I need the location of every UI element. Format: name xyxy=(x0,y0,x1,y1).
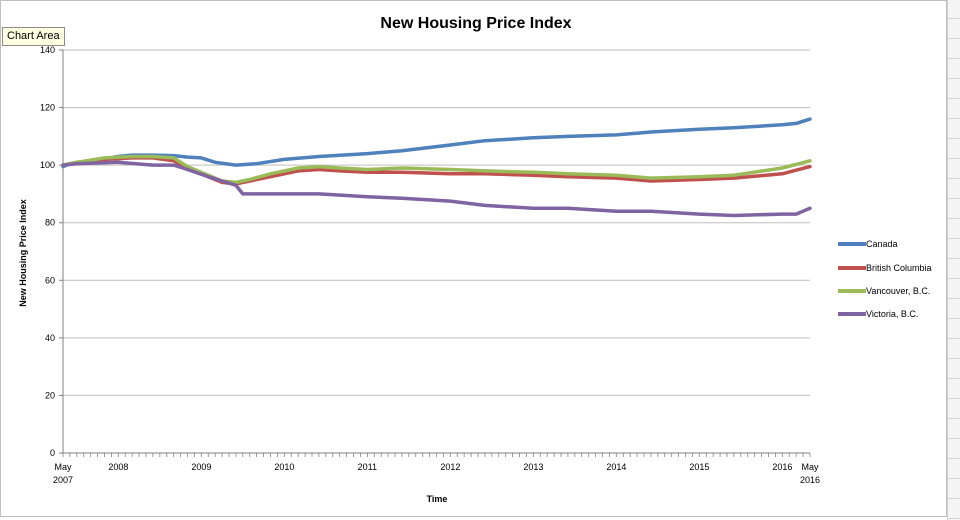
sheet-row-line xyxy=(948,18,960,19)
y-tick-label: 80 xyxy=(45,218,55,228)
sheet-row-line xyxy=(948,78,960,79)
series-line-3[interactable] xyxy=(61,160,812,218)
x-tick-label: 2008 xyxy=(108,462,128,472)
sheet-row-line xyxy=(948,238,960,239)
gridlines xyxy=(63,49,810,396)
sheet-row-line xyxy=(948,498,960,499)
x-axis-title: Time xyxy=(427,494,448,504)
sheet-row-line xyxy=(948,458,960,459)
y-axis-title: New Housing Price Index xyxy=(18,199,28,307)
legend-label: Victoria, B.C. xyxy=(866,309,918,319)
legend[interactable]: Canada British Columbia Vancouver, B.C. Vic… xyxy=(838,239,932,319)
sheet-row-line xyxy=(948,38,960,39)
y-tick-label: 0 xyxy=(50,448,55,458)
sheet-row-line xyxy=(948,218,960,219)
sheet-row-line xyxy=(948,438,960,439)
x-tick-label: 2015 xyxy=(689,462,709,472)
x-tick-label: 2011 xyxy=(358,462,377,472)
x-tick-label: 2013 xyxy=(523,462,543,472)
y-tick-label: 120 xyxy=(40,103,55,113)
sheet-row-line xyxy=(948,378,960,379)
sheet-row-line xyxy=(948,98,960,99)
sheet-row-line xyxy=(948,118,960,119)
x-tick-label: 2010 xyxy=(274,462,294,472)
axes: 0 20 40 60 80 100 120 140 May 2007 2008 2009 2010 201… xyxy=(40,45,820,485)
x-tick-label: 2009 xyxy=(191,462,211,472)
spreadsheet-edge xyxy=(947,0,960,520)
legend-label: Vancouver, B.C. xyxy=(866,286,930,296)
sheet-row-line xyxy=(948,318,960,319)
sheet-row-line xyxy=(948,278,960,279)
sheet-row-line xyxy=(948,298,960,299)
sheet-row-line xyxy=(948,338,960,339)
sheet-row-line xyxy=(948,518,960,519)
x-tick-label: 2014 xyxy=(606,462,626,472)
sheet-row-line xyxy=(948,58,960,59)
y-tick-label: 40 xyxy=(45,333,55,343)
x-tick-label: 2016 xyxy=(772,462,792,472)
sheet-row-line xyxy=(948,398,960,399)
y-tick-label: 140 xyxy=(40,45,55,55)
sheet-row-line xyxy=(948,158,960,159)
series-line-2[interactable] xyxy=(61,154,812,185)
x-tick-label: May xyxy=(54,462,72,472)
sheet-row-line xyxy=(948,418,960,419)
sheet-row-line xyxy=(948,178,960,179)
y-tick-label: 100 xyxy=(40,160,55,170)
legend-label: Canada xyxy=(866,239,898,249)
series-line-1[interactable] xyxy=(61,156,812,186)
chart-title: New Housing Price Index xyxy=(380,15,571,32)
y-tick-label: 60 xyxy=(45,275,55,285)
sheet-row-line xyxy=(948,358,960,359)
sheet-row-line xyxy=(948,258,960,259)
legend-label: British Columbia xyxy=(866,263,932,273)
sheet-row-line xyxy=(948,138,960,139)
x-tick-label-year: 2007 xyxy=(53,475,73,485)
x-tick-label: 2012 xyxy=(440,462,460,472)
chart-area-tooltip: Chart Area xyxy=(2,27,65,46)
y-tick-label: 20 xyxy=(45,390,55,400)
x-tick-label: May xyxy=(801,462,819,472)
sheet-row-line xyxy=(948,198,960,199)
sheet-row-line xyxy=(948,478,960,479)
series-lines[interactable] xyxy=(61,117,812,218)
x-tick-label-year: 2016 xyxy=(800,475,820,485)
